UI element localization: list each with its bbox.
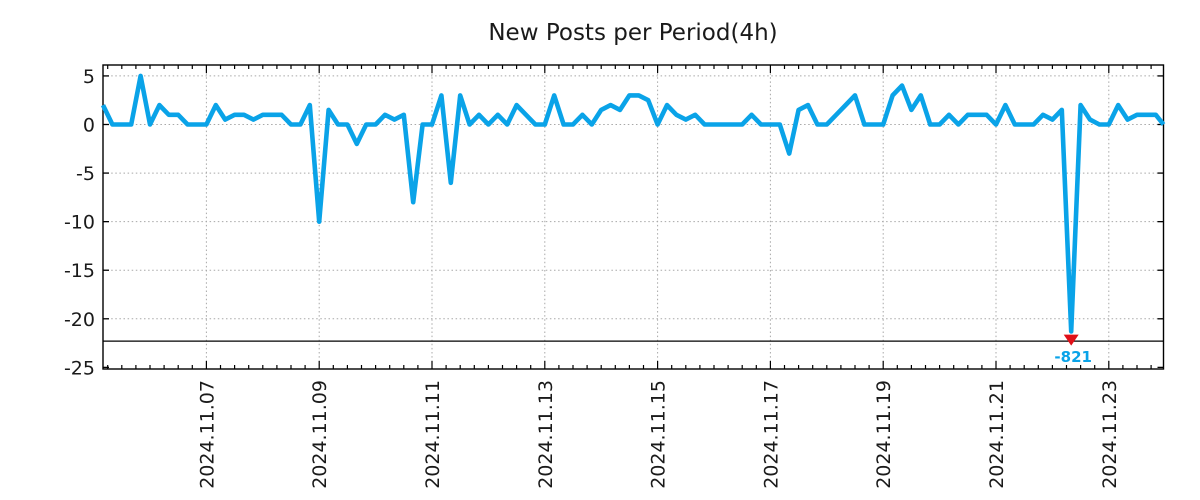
y-tick-label: -20 — [64, 309, 95, 331]
x-tick-label: 2024.11.07 — [196, 380, 218, 489]
y-tick-label: -10 — [64, 212, 95, 234]
x-tick-label: 2024.11.23 — [1099, 380, 1121, 489]
y-tick-label: 0 — [83, 115, 95, 137]
data-series — [100, 73, 1166, 334]
posts-series-line — [100, 73, 1166, 334]
y-tick-label: -25 — [64, 357, 95, 379]
plot-border — [102, 64, 1165, 370]
x-tick-label: 2024.11.17 — [760, 380, 782, 489]
x-tick-label: 2024.11.13 — [535, 380, 557, 489]
grid-lines — [103, 65, 1164, 369]
x-tick-label: 2024.11.15 — [648, 380, 670, 489]
axes — [102, 64, 1165, 370]
x-tick-label: 2024.11.19 — [873, 380, 895, 489]
y-tick-label: -15 — [64, 260, 95, 282]
tick-labels: 2024.11.07 2024.11.09 2024.11.11 2024.11.13… — [64, 66, 1121, 489]
y-tick-label: 5 — [83, 66, 95, 88]
clipped-value-marker-icon — [1063, 334, 1079, 346]
annotation: -821 — [1054, 334, 1092, 366]
y-tick-label: -5 — [76, 163, 95, 185]
chart-title: New Posts per Period(4h) — [488, 20, 777, 46]
x-tick-label: 2024.11.09 — [309, 380, 331, 489]
x-tick-label: 2024.11.11 — [422, 380, 444, 489]
x-tick-label: 2024.11.21 — [986, 380, 1008, 489]
clipped-value-annotation: -821 — [1054, 348, 1092, 366]
